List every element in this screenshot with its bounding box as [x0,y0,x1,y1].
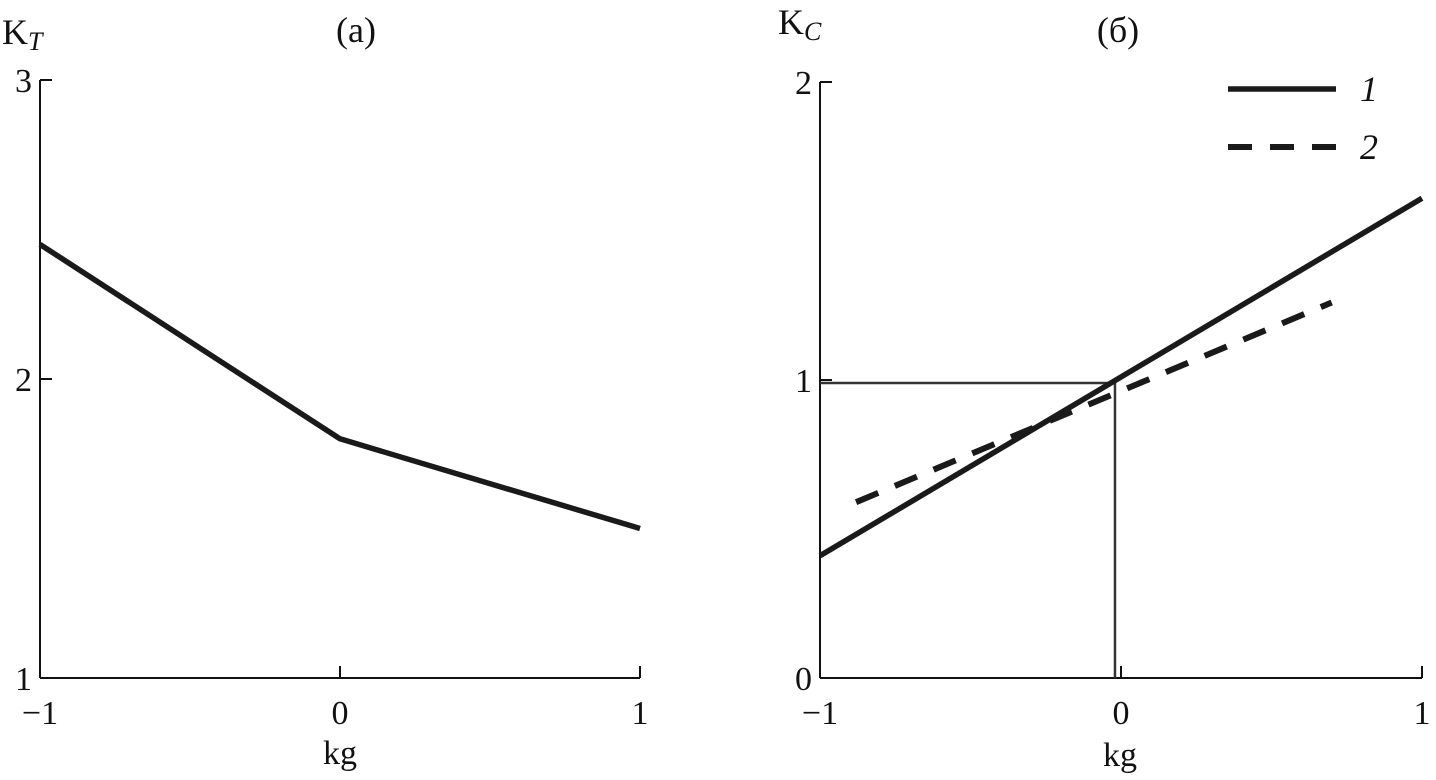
panel-b-series-line-2 [854,299,1333,505]
panel-a-x-tick-label: 1 [632,695,649,732]
panel-a-series-line-1 [38,242,641,532]
panel-a-x-tick-label: −1 [22,695,58,732]
panel-a-series [38,242,641,532]
panel-b-reference-lines [820,381,1117,678]
panel-b-y-tick-label: 1 [795,363,812,400]
panel-b-y-axis-label: KC [778,2,822,46]
panel-a-y-tick-label: 3 [15,63,32,100]
panel-b-x-tick-label: 0 [1113,695,1130,732]
panel-a-y-tick-label: 2 [15,362,32,399]
panel-b-y-tick-label: 2 [795,65,812,102]
panel-b-legend-label-2: 2 [1360,127,1378,167]
panel-b-legend-label-1: 1 [1360,69,1378,109]
panel-b-series [818,195,1424,559]
panel-a-y-tick-label: 1 [15,661,32,698]
panel-a-title: (a) [336,10,376,50]
panel-a-y-axis-label: KT [2,12,44,56]
panel-a: (a) KT kg −1 0 1 1 2 3 [2,10,649,772]
panel-b-x-tick-label: −1 [802,695,838,732]
panel-b-series-line-1 [818,195,1424,559]
panel-a-x-tick-label: 0 [332,695,349,732]
panel-b-x-tick-label: 1 [1414,695,1431,732]
panel-b-y-tick-label: 0 [795,661,812,698]
panel-b-legend: 12 [1228,69,1378,167]
panel-a-x-axis-label: kg [323,735,357,772]
panel-a-ticks: −1 0 1 1 2 3 [15,63,649,732]
panel-b-x-axis-label: kg [1103,737,1137,774]
panel-b-title: (б) [1097,10,1139,50]
